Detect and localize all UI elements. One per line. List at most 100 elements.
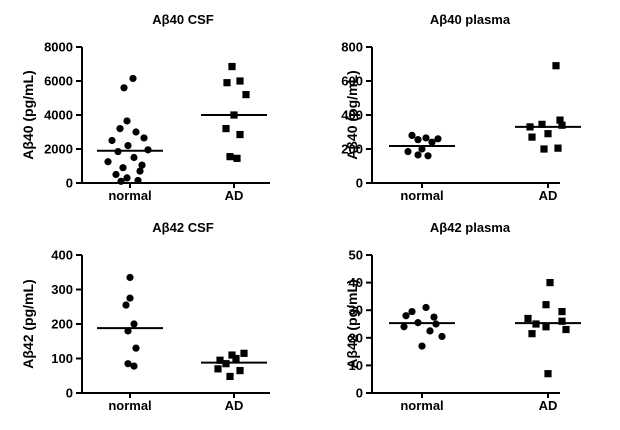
y-tick-label: 200 <box>51 317 73 332</box>
data-point-square <box>558 307 566 316</box>
data-point-square <box>236 366 244 375</box>
data-point-circle <box>138 161 146 169</box>
data-point-square <box>214 365 222 373</box>
data-point-circle <box>414 151 422 159</box>
y-axis-label: Aβ40 (pg/mL) <box>20 70 36 159</box>
data-point-square <box>228 62 236 71</box>
y-axis-label: Aβ40 (pg/mL) <box>344 70 360 159</box>
data-point-square <box>222 125 230 133</box>
data-point-circle <box>404 147 412 156</box>
y-tick-label: 6000 <box>44 74 73 89</box>
data-point-square <box>236 77 244 85</box>
data-point-square <box>524 314 532 323</box>
data-point-circle <box>123 174 131 182</box>
data-point-circle <box>108 136 116 145</box>
chart-title: Aβ42 CSF <box>152 220 213 235</box>
data-point-circle <box>126 294 134 302</box>
y-tick-label: 8000 <box>44 40 73 55</box>
data-point-circle <box>132 128 140 136</box>
x-tick-label: normal <box>108 188 151 203</box>
data-point-circle <box>130 362 138 370</box>
y-tick-label: 0 <box>356 176 363 191</box>
data-point-square <box>562 325 570 334</box>
data-point-circle <box>136 167 144 175</box>
data-point-circle <box>112 170 120 179</box>
data-point-square <box>546 279 554 287</box>
y-tick-label: 50 <box>349 248 363 263</box>
data-point-square <box>544 370 552 378</box>
data-point-circle <box>408 307 416 316</box>
y-tick-label: 2000 <box>44 142 73 157</box>
data-point-square <box>538 120 546 128</box>
data-point-square <box>558 317 566 325</box>
chart-title: Aβ40 plasma <box>430 12 511 27</box>
data-point-square <box>226 372 234 381</box>
data-point-circle <box>400 323 408 331</box>
data-point-circle <box>408 131 416 139</box>
y-axis-label: Aβ42 (pg/mL) <box>20 279 36 368</box>
data-point-circle <box>104 158 112 166</box>
data-point-circle <box>117 177 125 185</box>
chart-title: Aβ42 plasma <box>430 220 511 235</box>
data-point-square <box>544 130 552 138</box>
data-point-circle <box>140 134 148 142</box>
y-tick-label: 0 <box>356 386 363 401</box>
panel-abeta42-csf: Aβ42 CSF Aβ42 (pg/mL) 0 100 200 300 400 normal A… <box>20 220 270 413</box>
data-point-square <box>242 91 250 99</box>
y-tick-label: 200 <box>341 142 363 157</box>
data-point-circle <box>116 125 124 133</box>
panel-abeta40-plasma: Aβ40 plasma Aβ40 (pg/mL) 0 200 400 600 800 norm… <box>341 12 581 203</box>
data-point-square <box>228 351 236 359</box>
data-point-circle <box>119 164 127 172</box>
data-point-circle <box>426 327 434 335</box>
data-point-square <box>558 121 566 129</box>
panel-abeta40-csf: Aβ40 CSF Aβ40 (pg/mL) 0 2000 4000 6000 8000 nor… <box>20 12 270 203</box>
data-point-square <box>240 349 248 357</box>
data-point-square <box>540 145 548 153</box>
data-point-circle <box>414 136 422 144</box>
y-tick-label: 400 <box>341 108 363 123</box>
data-point-circle <box>434 135 442 143</box>
data-point-circle <box>124 360 132 368</box>
panel-abeta42-plasma: Aβ42 plasma Aβ42 (pg/mL) 0 10 20 30 40 50 normal… <box>344 220 581 413</box>
y-axis-label: Aβ42 (pg/mL) <box>344 279 360 368</box>
x-tick-label: AD <box>225 188 244 203</box>
data-point-circle <box>130 320 138 328</box>
data-point-circle <box>126 273 134 282</box>
data-point-square <box>233 154 241 162</box>
y-tick-label: 30 <box>349 303 363 318</box>
data-point-circle <box>438 332 446 341</box>
data-point-circle <box>130 153 138 162</box>
y-tick-label: 0 <box>66 386 73 401</box>
x-tick-label: AD <box>539 188 558 203</box>
data-point-circle <box>120 84 128 92</box>
data-point-circle <box>430 313 438 321</box>
x-tick-label: AD <box>539 398 558 413</box>
data-point-square <box>554 144 562 152</box>
y-tick-label: 4000 <box>44 108 73 123</box>
data-point-circle <box>402 312 410 320</box>
data-point-square <box>223 79 231 87</box>
data-point-square <box>232 354 240 363</box>
chart-title: Aβ40 CSF <box>152 12 213 27</box>
data-point-circle <box>129 74 137 83</box>
data-point-square <box>542 301 550 309</box>
data-point-circle <box>123 117 131 125</box>
y-tick-label: 600 <box>341 74 363 89</box>
data-point-square <box>222 360 230 368</box>
data-point-circle <box>428 138 436 146</box>
y-tick-label: 400 <box>51 248 73 263</box>
y-tick-label: 300 <box>51 282 73 297</box>
data-point-square <box>528 133 536 141</box>
data-point-square <box>542 323 550 331</box>
data-point-square <box>216 356 224 364</box>
x-tick-label: normal <box>400 398 443 413</box>
data-point-square <box>552 62 560 70</box>
y-tick-label: 800 <box>341 40 363 55</box>
y-tick-label: 10 <box>349 358 363 373</box>
data-point-square <box>226 153 234 161</box>
data-point-circle <box>124 142 132 150</box>
y-tick-label: 0 <box>66 176 73 191</box>
data-point-circle <box>422 134 430 142</box>
data-point-circle <box>122 301 130 309</box>
